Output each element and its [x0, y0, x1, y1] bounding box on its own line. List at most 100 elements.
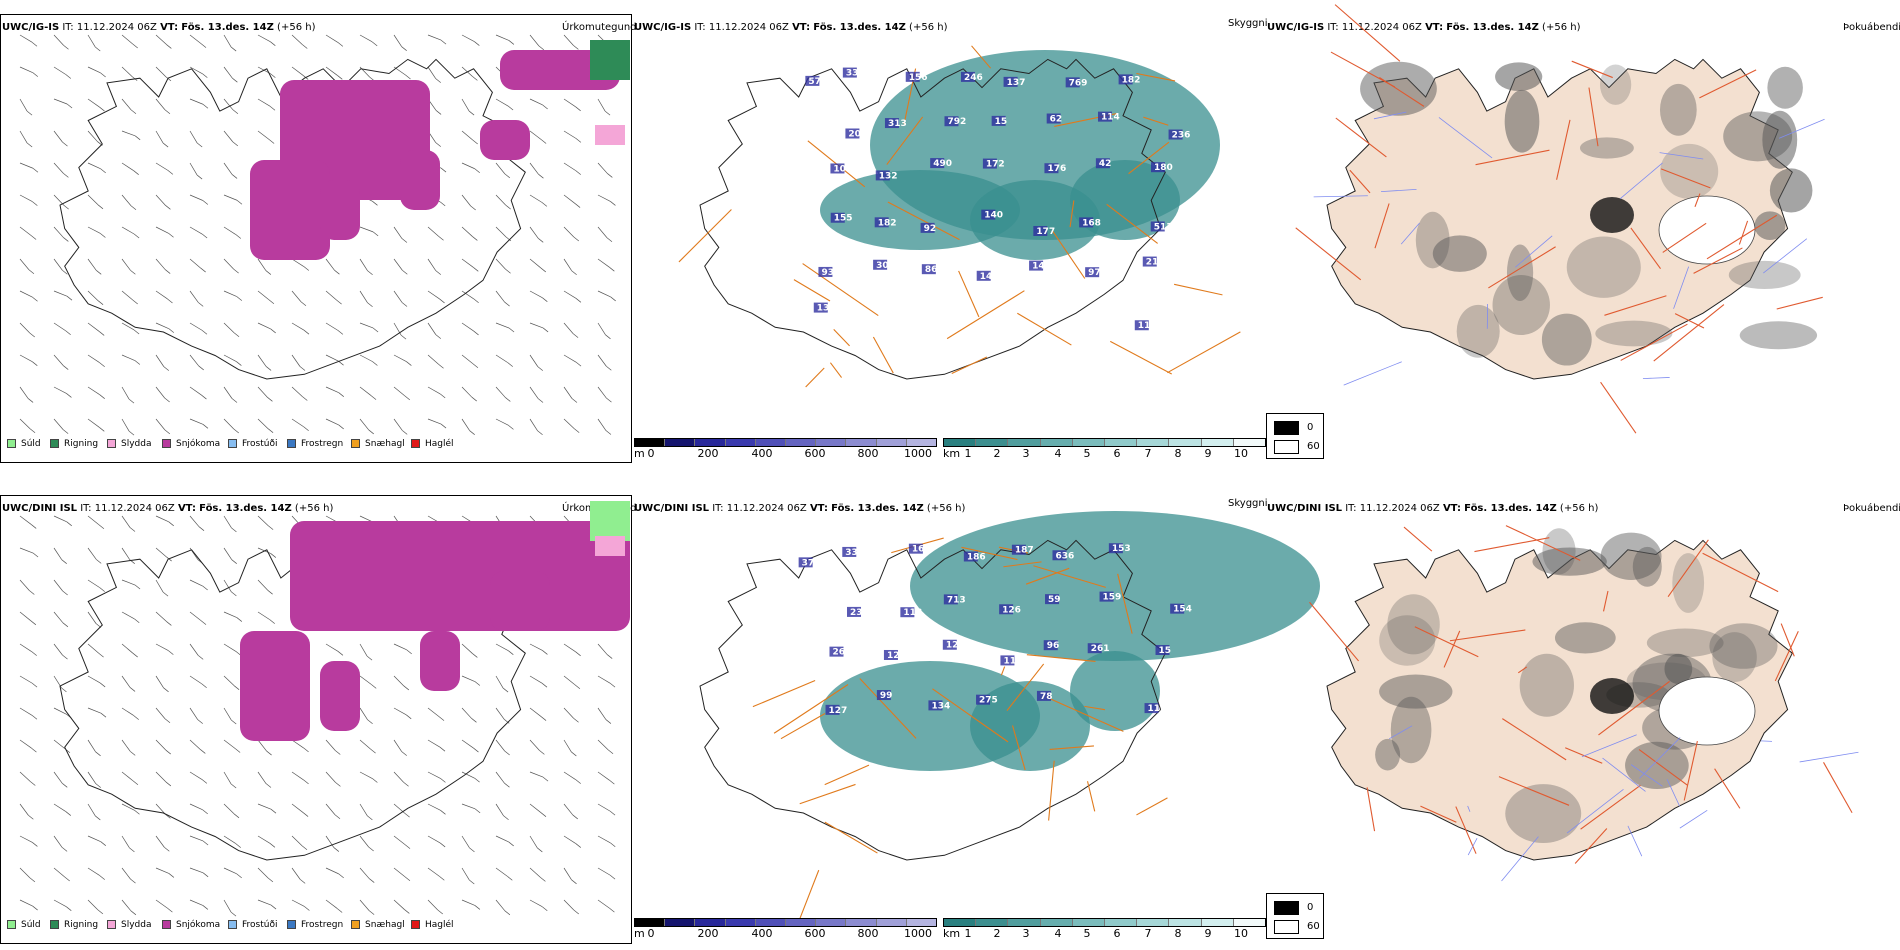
- visibility-tick: 5: [1083, 927, 1091, 940]
- wind-barb: [563, 418, 575, 429]
- wind-barb: [87, 66, 101, 74]
- fog-spot: [1432, 235, 1487, 272]
- wind-barb-flag: [202, 809, 208, 815]
- wind-barb-flag: [572, 333, 579, 338]
- wind-barb-flag: [31, 41, 38, 47]
- wind-barb: [495, 162, 506, 175]
- road: [1498, 776, 1570, 806]
- wind-barb: [563, 739, 572, 753]
- visibility-tick: 10: [1234, 927, 1248, 940]
- fog-scale-box: 0 60: [1266, 413, 1324, 459]
- wind-barb-flag: [337, 330, 344, 335]
- road: [1420, 805, 1457, 823]
- road-network: [752, 537, 1168, 923]
- wind-barb: [155, 739, 166, 751]
- wind-barb: [223, 867, 237, 875]
- wind-barb-flag: [435, 78, 441, 83]
- cloud-height-label: 159: [1103, 593, 1122, 603]
- wind-barb: [53, 322, 66, 332]
- wind-barb: [529, 899, 543, 908]
- road: [1694, 193, 1701, 207]
- low-visibility-area: [970, 180, 1100, 260]
- wind-barb-flag: [130, 269, 136, 275]
- wind-barb: [53, 643, 63, 656]
- wind-barb: [155, 194, 166, 206]
- snow-area: [490, 571, 550, 631]
- wind-barb-flag: [61, 559, 67, 564]
- wind-barb: [155, 867, 170, 874]
- wind-barb: [121, 34, 133, 45]
- model-name: UWC/IG-IS: [634, 22, 692, 33]
- wind-barb: [427, 707, 440, 717]
- colorbar-segment: [906, 439, 937, 446]
- wind-barb-flag: [574, 684, 581, 690]
- wind-barb-flag: [542, 906, 548, 912]
- wind-barb: [189, 611, 202, 621]
- wind-barb: [359, 226, 374, 233]
- fog-spot: [1709, 623, 1778, 669]
- wind-barb: [393, 643, 407, 651]
- wind-barb: [393, 899, 405, 910]
- fog-spot: [1390, 696, 1432, 764]
- wind-barb-flag: [571, 398, 578, 403]
- wind-barb: [223, 258, 234, 270]
- river-network: [1388, 725, 1859, 882]
- it-label: IT:: [62, 22, 74, 33]
- wind-barb: [53, 194, 64, 206]
- legend-swatch: [7, 920, 16, 929]
- wind-barb: [19, 835, 33, 843]
- wind-barb: [529, 707, 542, 717]
- river: [1642, 377, 1670, 380]
- wind-barb-flag: [32, 905, 38, 911]
- cloud-height-label: 127: [829, 706, 848, 716]
- snow-area: [250, 160, 330, 260]
- road: [1660, 168, 1711, 189]
- wind-barb-flag: [63, 237, 69, 242]
- visibility-tick: 6: [1113, 447, 1121, 460]
- wind-barb: [121, 643, 133, 654]
- wind-barb-flag: [231, 398, 238, 403]
- wind-barb-flag: [265, 270, 272, 275]
- wind-barb: [257, 579, 268, 591]
- legend-swatch: [228, 439, 237, 448]
- wind-barb: [53, 579, 63, 592]
- wind-barb: [427, 322, 437, 335]
- cloud-height-label: 208: [848, 129, 867, 139]
- wind-barb: [155, 226, 169, 234]
- wind-barb: [597, 258, 610, 268]
- fog-spot: [1532, 547, 1607, 576]
- wind-barb-flag: [335, 750, 341, 755]
- legend-swatch: [50, 439, 59, 448]
- wind-barb-flag: [30, 781, 36, 786]
- road: [1693, 247, 1743, 274]
- road-network: [678, 45, 1241, 388]
- wind-barb-flag: [575, 298, 582, 303]
- wind-barb-flag: [435, 334, 442, 339]
- road: [799, 783, 856, 805]
- wind-barb: [223, 899, 232, 913]
- fog-spot: [1554, 622, 1616, 654]
- wind-barb: [563, 643, 576, 653]
- wind-barb: [427, 867, 440, 877]
- fog-spot: [1754, 211, 1786, 241]
- wind-barb-flag: [303, 266, 310, 271]
- visibility-tick: 10: [1234, 447, 1248, 460]
- wind-barb-flag: [65, 811, 72, 816]
- wind-barb: [223, 547, 233, 560]
- wind-barb: [223, 707, 232, 721]
- wind-barb-flag: [269, 619, 275, 624]
- wind-barb-flag: [32, 167, 39, 173]
- cloud-height-label: 62: [1050, 115, 1063, 125]
- wind-barb: [121, 899, 132, 912]
- wind-barb: [291, 867, 301, 880]
- wind-barb-flag: [200, 267, 206, 273]
- low-visibility-area: [1070, 160, 1180, 240]
- height-unit: m: [634, 447, 645, 460]
- road: [1006, 663, 1045, 711]
- road: [1033, 565, 1106, 588]
- height-marker: [830, 212, 845, 223]
- height-unit: m: [634, 927, 645, 940]
- wind-barb-flag: [62, 429, 69, 434]
- wind-barb-flag: [29, 877, 36, 883]
- wind-barb-flag: [406, 714, 412, 720]
